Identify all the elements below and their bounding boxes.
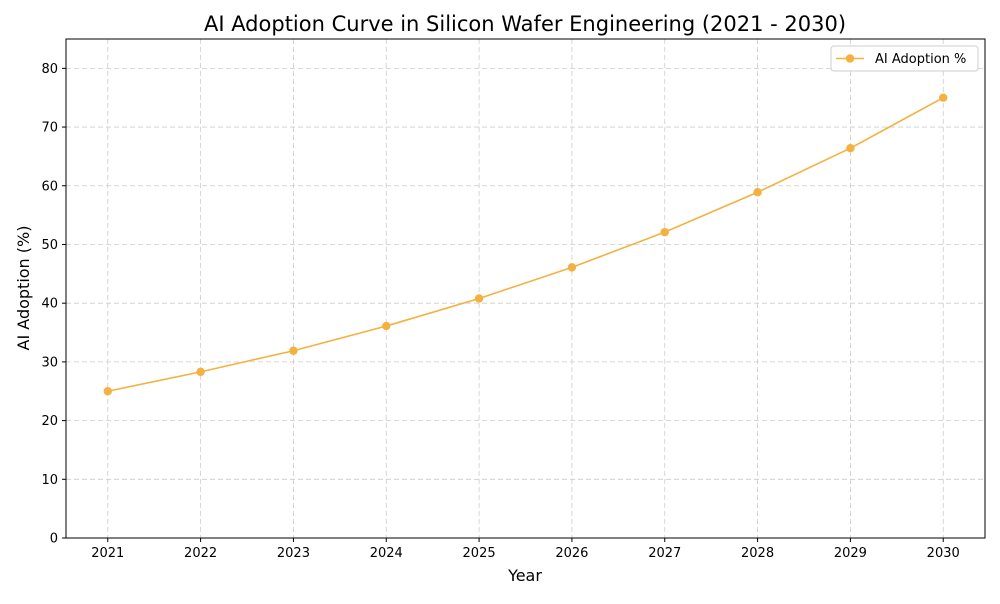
data-point: [567, 263, 577, 272]
x-tick-label: 2024: [370, 546, 403, 561]
data-point: [196, 367, 205, 377]
x-tick-label: 2027: [648, 546, 681, 561]
y-tick-label: 60: [41, 179, 58, 194]
x-tick-label: 2021: [91, 546, 124, 561]
data-point: [382, 321, 391, 331]
y-tick-label: 50: [41, 238, 58, 253]
grid: [66, 39, 985, 539]
x-tick-label: 2028: [741, 546, 774, 561]
x-tick-label: 2023: [277, 546, 310, 561]
legend-label: AI Adoption %: [875, 52, 966, 67]
y-tick-label: 30: [41, 355, 58, 370]
data-point: [103, 387, 112, 396]
data-point: [753, 188, 762, 197]
y-tick-label: 0: [50, 532, 58, 547]
x-tick-label: 2025: [463, 546, 496, 561]
data-point: [474, 294, 484, 303]
data-point: [660, 227, 669, 237]
plot-frame: [65, 38, 986, 539]
legend-marker: [845, 54, 855, 63]
y-tick-label: 10: [41, 473, 58, 488]
legend: AI Adoption %: [830, 45, 979, 72]
series-line: [107, 97, 944, 393]
y-tick-label: 20: [41, 414, 58, 429]
data-point: [846, 143, 855, 153]
y-tick-label: 70: [41, 121, 58, 136]
x-tick-label: 2029: [834, 546, 867, 561]
chart-title: AI Adoption Curve in Silicon Wafer Engin…: [204, 12, 846, 36]
x-axis-label: Year: [507, 566, 542, 585]
data-point: [289, 346, 298, 355]
data-point: [939, 93, 948, 102]
series-layer: [103, 93, 948, 396]
y-tick-label: 80: [41, 62, 58, 77]
x-tick-label: 2022: [184, 546, 217, 561]
y-tick-label: 40: [41, 297, 58, 312]
x-tick-label: 2026: [555, 546, 588, 561]
y-axis-label: AI Adoption (%): [14, 226, 33, 351]
axis-ticks: 2021 2022 2023 2024 2025 2026 2027 2028 2029 2030…: [41, 62, 959, 561]
x-tick-label: 2030: [927, 546, 960, 561]
legend-box: [830, 45, 979, 72]
